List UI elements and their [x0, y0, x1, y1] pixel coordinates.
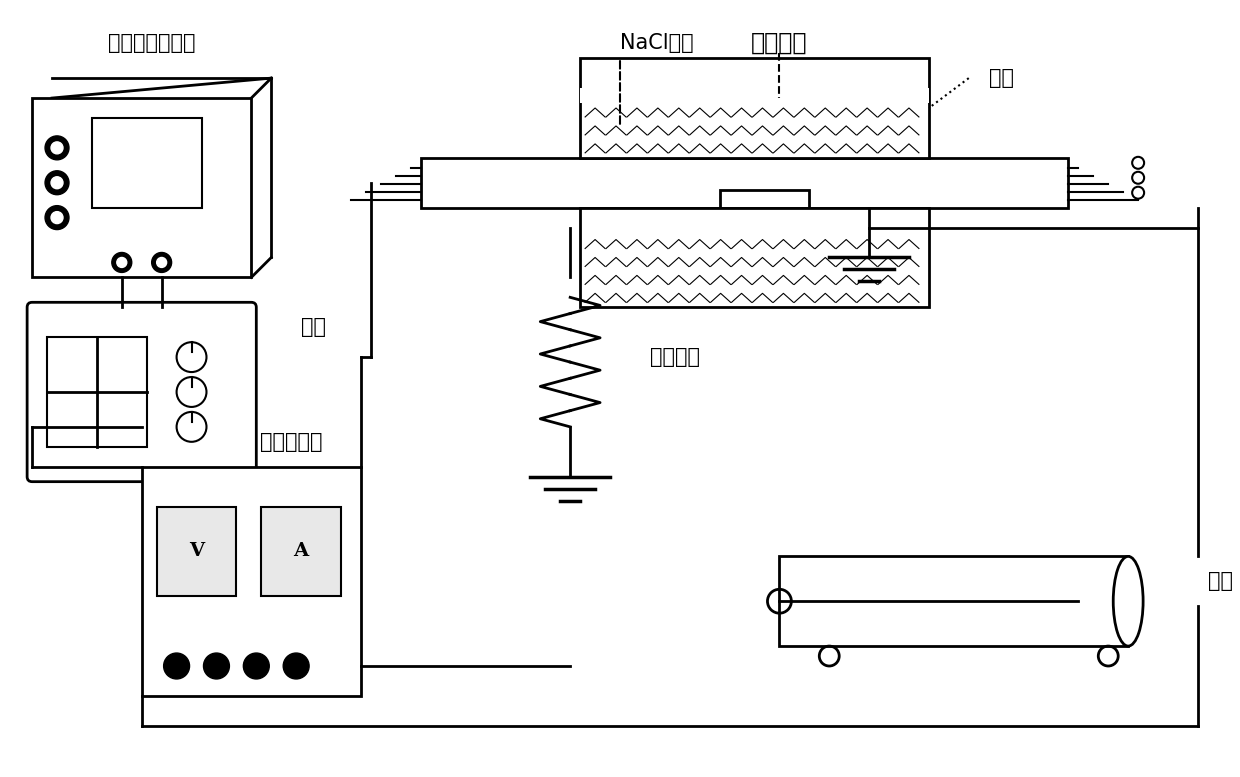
- Bar: [580, 58, 929, 158]
- FancyBboxPatch shape: [27, 302, 257, 482]
- Bar: [47, 337, 146, 447]
- Circle shape: [164, 653, 190, 679]
- Text: V: V: [188, 542, 205, 560]
- Text: 老化区域: 老化区域: [751, 31, 807, 55]
- Circle shape: [243, 653, 269, 679]
- Circle shape: [156, 257, 166, 267]
- Text: 容器: 容器: [988, 68, 1013, 88]
- Circle shape: [51, 176, 63, 189]
- Bar: [262, 507, 341, 596]
- Text: A: A: [294, 542, 309, 560]
- Circle shape: [151, 253, 171, 273]
- Circle shape: [45, 171, 69, 195]
- Text: 水阻: 水阻: [1208, 571, 1233, 591]
- Bar: [141, 467, 361, 696]
- Bar: [719, 190, 810, 207]
- Text: 安全控制箱: 安全控制箱: [260, 432, 322, 451]
- Bar: [780, 556, 1128, 646]
- Text: 并联电感: 并联电感: [650, 347, 699, 367]
- Bar: [156, 507, 237, 596]
- Ellipse shape: [1114, 556, 1143, 646]
- Bar: [420, 158, 1069, 207]
- Circle shape: [283, 653, 309, 679]
- Text: NaCl溶液: NaCl溶液: [620, 33, 693, 54]
- Circle shape: [51, 142, 63, 154]
- Circle shape: [203, 653, 229, 679]
- Bar: [92, 118, 202, 207]
- Bar: [580, 88, 929, 103]
- Circle shape: [117, 257, 126, 267]
- Circle shape: [112, 253, 131, 273]
- Circle shape: [45, 136, 69, 160]
- Bar: [580, 207, 929, 307]
- Text: 函数信号发生器: 函数信号发生器: [108, 33, 196, 54]
- Bar: [719, 207, 810, 238]
- Circle shape: [45, 206, 69, 229]
- Circle shape: [51, 211, 63, 224]
- Text: 功放: 功放: [301, 317, 326, 337]
- Bar: [32, 98, 252, 277]
